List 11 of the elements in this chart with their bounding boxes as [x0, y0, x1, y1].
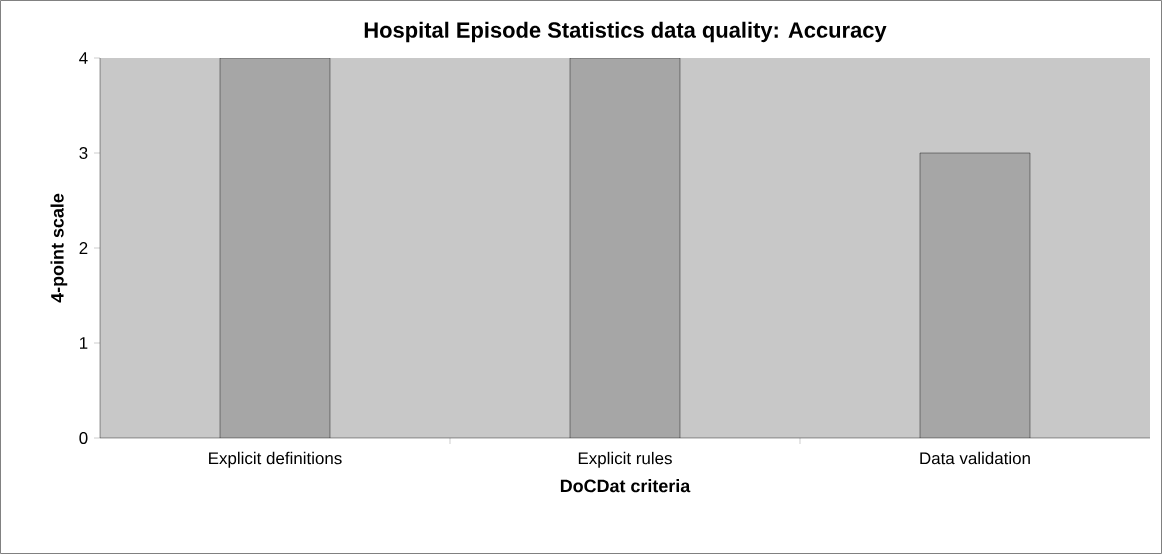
y-tick-label: 4 [79, 52, 88, 64]
y-tick-label: 3 [79, 147, 88, 159]
x-tick-label: Explicit rules [578, 451, 672, 468]
y-tick-label: 1 [80, 337, 88, 349]
y-axis-title: 4-point scale [50, 193, 68, 303]
chart-title: Hospital Episode Statistics data quality: Accuracy [364, 21, 887, 43]
y-tick-label: 0 [79, 432, 88, 444]
x-tick-label: Explicit definitions [209, 451, 342, 468]
x-axis-title: DoCDat criteria [560, 479, 691, 493]
x-tick-label: Data validation [920, 451, 1030, 465]
y-tick-label: 2 [79, 242, 88, 254]
